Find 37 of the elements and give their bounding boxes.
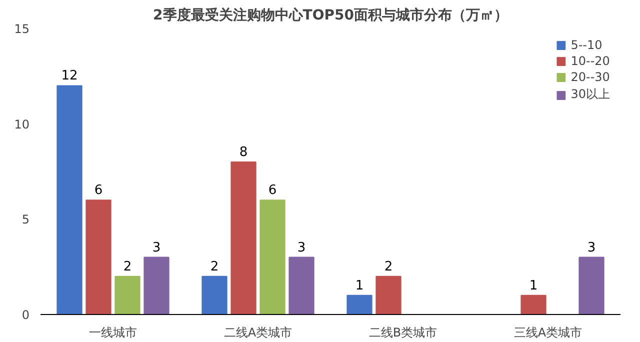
data-label: 1 (355, 278, 364, 294)
bar (520, 294, 546, 314)
data-label: 3 (152, 240, 161, 256)
bar (86, 200, 112, 314)
legend-label: 30以上 (570, 86, 610, 103)
data-label: 12 (61, 68, 78, 84)
data-label: 8 (239, 144, 248, 160)
y-tick-label: 0 (22, 308, 30, 322)
y-tick-label: 5 (22, 212, 30, 227)
y-tick-label: 15 (14, 22, 30, 36)
data-label: 6 (94, 183, 103, 198)
bar (578, 256, 604, 314)
x-tick-label: 二线A类城市 (224, 326, 292, 340)
data-label: 1 (529, 278, 538, 294)
y-tick-label: 10 (14, 117, 30, 132)
data-label: 6 (268, 183, 277, 198)
bar (144, 256, 170, 314)
bar (230, 161, 256, 314)
bar (114, 276, 140, 314)
x-tick-label: 三线A类城市 (514, 326, 582, 340)
bar (346, 294, 372, 314)
legend-label: 10--20 (570, 54, 610, 68)
bar (202, 276, 228, 314)
bar (376, 276, 402, 314)
legend-label: 20--30 (570, 70, 610, 84)
chart-title: 2季度最受关注购物中心TOP50面积与城市分布（万㎡） (153, 6, 508, 24)
bar (288, 256, 314, 314)
data-label: 3 (297, 240, 306, 256)
x-tick-label: 一线城市 (89, 326, 137, 340)
data-label: 2 (210, 259, 219, 274)
x-tick-label: 二线B类城市 (368, 326, 438, 340)
data-label: 2 (123, 259, 132, 274)
data-label: 2 (384, 259, 393, 274)
bar (56, 85, 82, 314)
data-label: 3 (587, 240, 596, 256)
bar (260, 200, 286, 314)
legend-label: 5--10 (570, 38, 602, 52)
